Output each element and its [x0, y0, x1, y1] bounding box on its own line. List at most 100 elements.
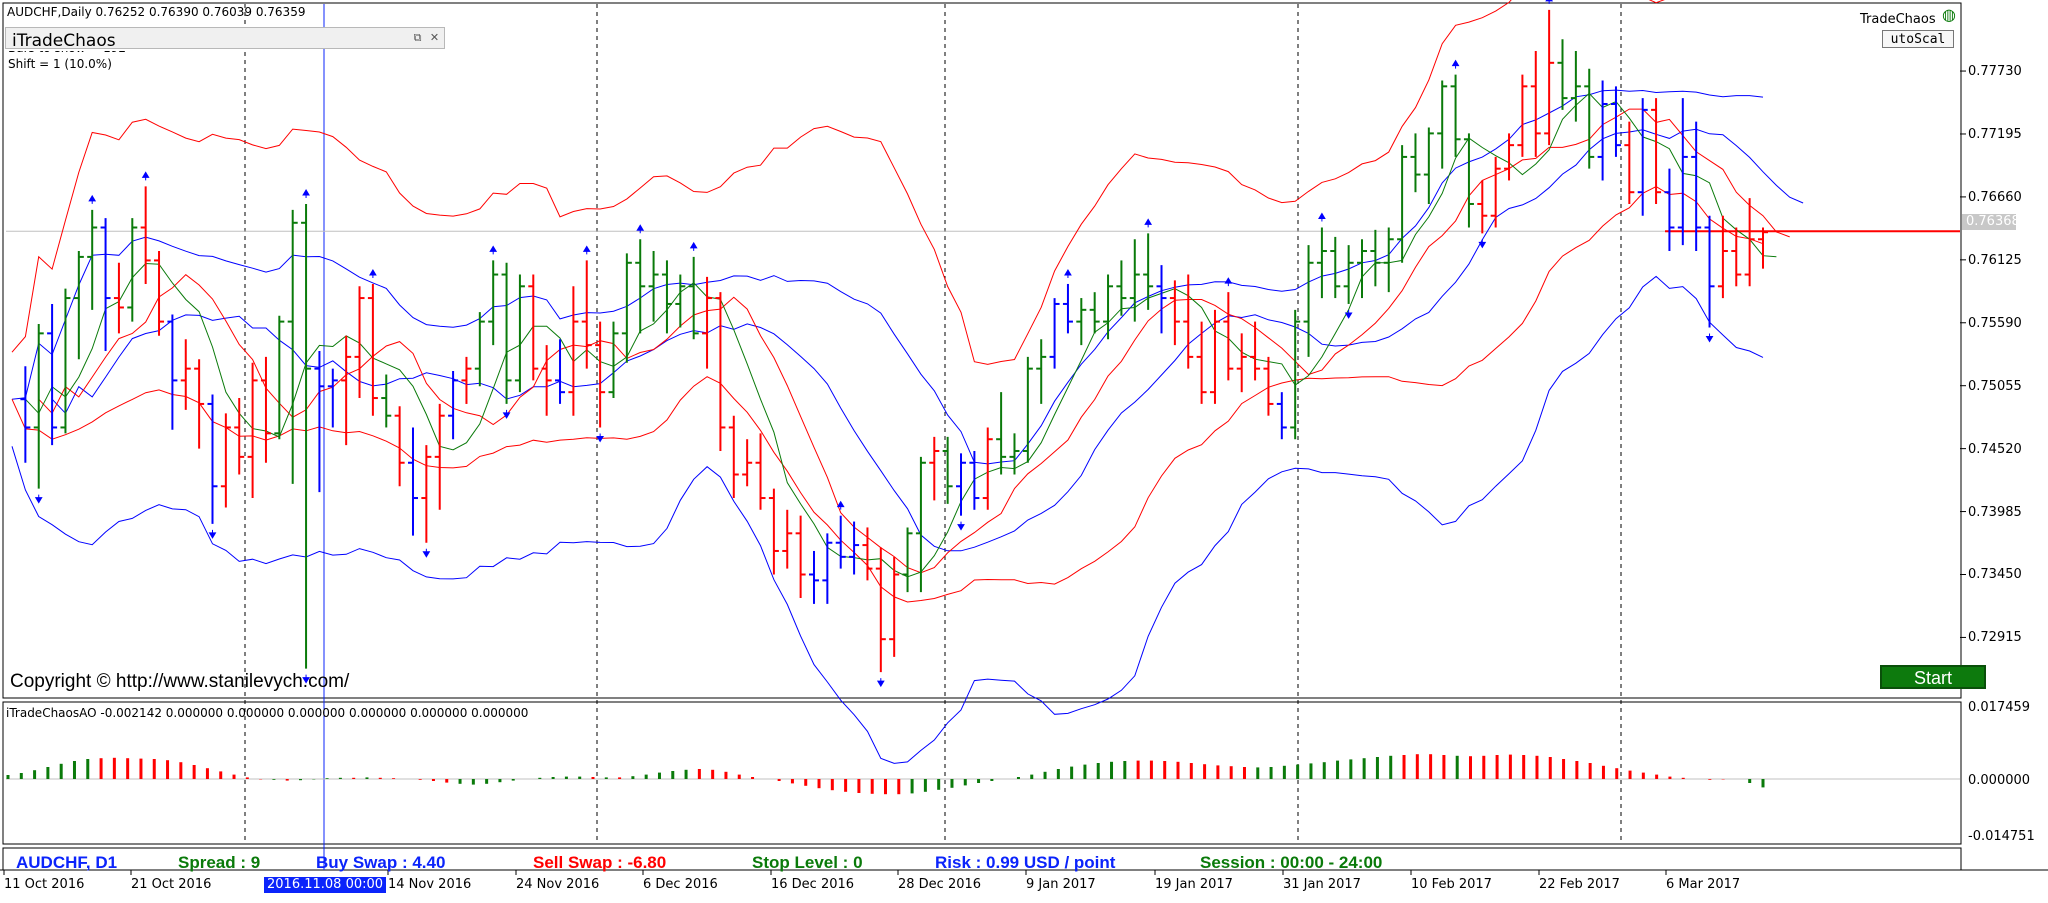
ohlc-bar [247, 362, 258, 499]
ohlc-bar [287, 209, 298, 484]
ohlc-bar [461, 356, 472, 404]
ao-tick-top: 0.017459 [1968, 700, 2031, 715]
symbol-info-line: AUDCHF,Daily 0.76252 0.76390 0.76039 0.7… [7, 5, 306, 19]
ohlc-bar [1477, 180, 1488, 234]
ohlc-bar [835, 515, 846, 569]
alligator-teeth [38, 108, 1790, 574]
ohlc-bar [1022, 356, 1033, 463]
ohlc-bar [381, 374, 392, 428]
ohlc-bar [73, 251, 84, 360]
status-stop-level: Stop Level : 0 [752, 853, 863, 872]
ohlc-bar [661, 260, 672, 334]
fractal-up-icon [636, 224, 645, 234]
ohlc-bar [327, 368, 338, 428]
ohlc-bar [474, 312, 485, 387]
ohlc-bar [608, 321, 619, 399]
ohlc-bar [367, 283, 378, 416]
ohlc-bar [1610, 86, 1621, 157]
ohlc-bar [1504, 133, 1515, 181]
ohlc-bar [1236, 333, 1247, 393]
fractal-up-icon [489, 245, 498, 255]
ohlc-bar [555, 339, 566, 404]
ohlc-bar [528, 274, 539, 381]
ohlc-bar [220, 413, 231, 508]
restore-icon[interactable]: ⧉ [413, 31, 422, 44]
ohlc-bar [1330, 236, 1341, 299]
ohlc-bar [956, 453, 967, 516]
ohlc-bar [421, 445, 432, 543]
ohlc-bar [1530, 51, 1541, 157]
ohlc-bar [688, 256, 699, 340]
ohlc-bar [1584, 68, 1595, 169]
ohlc-bar [915, 456, 926, 593]
ohlc-bar [889, 556, 900, 657]
inner-band-upper [11, 89, 1764, 465]
price-tick-label: 0.77730 [1968, 64, 2022, 80]
ohlc-bar [1637, 98, 1648, 216]
ohlc-bar [1036, 339, 1047, 404]
fractal-down-icon [502, 409, 511, 419]
status-symbol: AUDCHF, D1 [16, 853, 118, 872]
ohlc-bar [1557, 39, 1568, 110]
ohlc-bar [755, 433, 766, 510]
ohlc-bar [33, 323, 44, 489]
ohlc-bar [1316, 227, 1327, 299]
ohlc-bar [194, 359, 205, 449]
ohlc-bar [20, 366, 31, 463]
ao-tick-bottom: -0.014751 [1968, 829, 2035, 844]
fractal-down-icon [422, 548, 431, 558]
ohlc-bar [621, 253, 632, 363]
autoscale-button[interactable]: utoScal [1882, 30, 1954, 48]
price-tick-label: 0.73985 [1968, 504, 2022, 520]
ohlc-bar [1758, 227, 1768, 269]
ohlc-bar [702, 276, 713, 369]
date-tick-label: 16 Dec 2016 [771, 877, 855, 892]
fractal-down-icon [876, 678, 885, 688]
start-button[interactable]: Start [1880, 665, 1986, 689]
fractal-up-icon [836, 500, 845, 510]
ohlc-bar [875, 547, 886, 673]
ohlc-bar [407, 427, 418, 536]
ohlc-bar [1303, 245, 1314, 357]
crosshair-date-label: 2016.11.08 00:00 [264, 877, 387, 893]
ohlc-bar [996, 392, 1007, 475]
fractal-up-icon [302, 188, 310, 198]
ohlc-bar [902, 527, 913, 593]
ohlc-bar [1089, 292, 1100, 334]
ohlc-bar [1116, 260, 1127, 316]
fractal-down-icon [1478, 239, 1487, 249]
ohlc-bar [1410, 133, 1421, 193]
fractal-down-icon [208, 529, 217, 539]
date-tick-label: 6 Mar 2017 [1666, 877, 1741, 892]
ohlc-bar [1169, 280, 1180, 346]
indicator-panel-header[interactable]: iTradeChaos ⧉ ✕ [5, 27, 445, 51]
date-tick-label: 11 Oct 2016 [4, 877, 85, 892]
ohlc-bar [1129, 239, 1140, 322]
fractal-up-icon [1144, 218, 1153, 228]
outer-band-upper [11, 0, 1665, 365]
close-icon[interactable]: ✕ [429, 31, 440, 44]
status-buy-swap: Buy Swap : 4.40 [316, 853, 446, 872]
current-price-label: 0.76368 [1962, 214, 2020, 230]
date-tick-label: 28 Dec 2016 [898, 877, 982, 892]
fractal-up-icon [88, 194, 97, 204]
status-spread: Spread : 9 [178, 853, 261, 872]
date-tick-label: 19 Jan 2017 [1155, 877, 1233, 892]
ohlc-bar [1624, 121, 1635, 204]
price-tick-label: 0.75590 [1968, 315, 2022, 331]
ohlc-bar [581, 260, 592, 369]
outer-band-lower [11, 275, 1764, 764]
ohlc-bar [1276, 392, 1287, 440]
main-chart-frame [2, 2, 1962, 699]
ohlc-bar [1744, 198, 1755, 287]
ohlc-bar [595, 321, 606, 428]
ohlc-bar [154, 251, 165, 336]
ohlc-bar [60, 288, 71, 434]
fractal-up-icon [369, 268, 377, 278]
ohlc-bar [1463, 133, 1474, 228]
ohlc-bar [1370, 229, 1381, 287]
ohlc-bar [167, 314, 178, 430]
ohlc-bar [1076, 298, 1087, 346]
